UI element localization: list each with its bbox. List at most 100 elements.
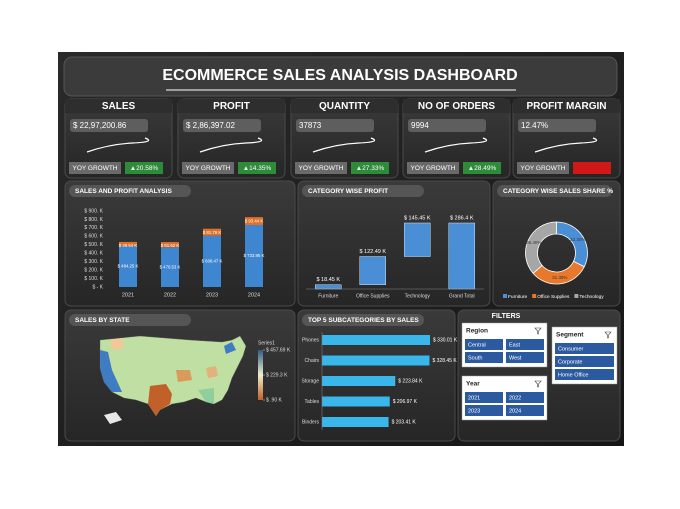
x-tick-label: Technology xyxy=(405,293,431,299)
x-tick-label: 2023 xyxy=(206,292,218,298)
slicer-item[interactable] xyxy=(506,339,544,350)
slicer-item[interactable] xyxy=(465,405,503,416)
panel-title: SALES AND PROFIT ANALYSIS xyxy=(75,188,172,195)
slice-label: 31.30% xyxy=(552,275,567,280)
slicer-item[interactable] xyxy=(506,352,544,363)
legend-label: Office Supplies xyxy=(537,294,570,300)
panel xyxy=(297,180,491,307)
growth-box xyxy=(463,162,501,174)
donut-slice xyxy=(525,221,557,274)
growth-box xyxy=(573,162,611,174)
x-tick-label: Grand Total xyxy=(449,293,475,299)
slicer-item-label: Central xyxy=(468,342,486,348)
panel-header xyxy=(302,314,424,326)
x-tick-label: 2022 xyxy=(164,292,176,298)
slicer-icon xyxy=(534,380,542,388)
slicer-item[interactable] xyxy=(506,392,544,403)
growth-value: ▲28.49% xyxy=(468,165,497,172)
bar-value-label: $ 93.44 K xyxy=(245,218,264,223)
slicer-item[interactable] xyxy=(555,343,614,354)
panel-header xyxy=(69,314,191,326)
kpi-value: $ 22,97,200.86 xyxy=(73,121,127,130)
kpi-label: QUANTITY xyxy=(319,101,370,112)
legend-swatch xyxy=(574,294,579,298)
panel-header xyxy=(69,185,191,197)
slicer-item[interactable] xyxy=(555,369,614,380)
bar-value-label: $ 49.54 K xyxy=(119,243,138,248)
growth-label: YOY GROWTH xyxy=(298,165,343,172)
panel-title: TOP 5 SUBCATEGORIES BY SALES xyxy=(308,317,419,324)
panel-header xyxy=(302,185,424,197)
growth-box xyxy=(238,162,276,174)
bar-value-label: $ 145.45 K xyxy=(404,215,431,221)
kpi-label: PROFIT xyxy=(213,101,250,112)
growth-label: YOY GROWTH xyxy=(520,165,565,172)
growth-value: ▲27.33% xyxy=(356,165,385,172)
panel-title: CATEGORY WISE SALES SHARE % xyxy=(503,188,613,195)
legend-label: Furniture xyxy=(508,294,528,300)
kpi-label: NO OF ORDERS xyxy=(418,101,496,112)
bar-value-label: $ 203.41 K xyxy=(392,419,417,425)
slicer-item[interactable] xyxy=(465,352,503,363)
color-scale-label: $ 229.3 K xyxy=(266,372,288,378)
us-map xyxy=(99,335,247,424)
x-tick-label: 2021 xyxy=(122,292,134,298)
bar xyxy=(322,355,430,366)
x-tick-label: Office Supplies xyxy=(356,293,390,299)
growth-box xyxy=(125,162,163,174)
bar-value-label: $ 61.62 K xyxy=(161,243,180,248)
kpi-header xyxy=(403,99,510,113)
kpi-label: SALES xyxy=(102,101,136,112)
panel-header xyxy=(497,185,612,197)
bar-value-label: $ 122.49 K xyxy=(359,249,386,255)
slicer-item[interactable] xyxy=(506,405,544,416)
y-tick-label: $ - K xyxy=(92,284,103,290)
bar-value-label: $ 733.95 K xyxy=(244,253,265,258)
sparkline xyxy=(199,137,263,153)
x-tick-label: 2024 xyxy=(248,292,260,298)
slicer-title: Segment xyxy=(556,332,584,339)
bar xyxy=(322,417,389,427)
y-tick-label: Binders xyxy=(302,419,319,425)
slicer-item-label: East xyxy=(509,342,520,348)
y-tick-label: $ 800. K xyxy=(84,217,103,223)
sparkline xyxy=(86,137,150,153)
growth-value: ▲20.58% xyxy=(130,165,159,172)
bar-value-label: $ 18.45 K xyxy=(316,277,340,283)
y-tick-label: $ 600. K xyxy=(84,234,103,240)
sparkline xyxy=(534,137,598,153)
waterfall-bar xyxy=(448,222,475,290)
growth-label: YOY GROWTH xyxy=(410,165,455,172)
slicer-item-label: 2022 xyxy=(509,395,521,401)
growth-label-box xyxy=(295,162,347,174)
slicer-item-label: Corporate xyxy=(558,359,582,365)
kpi-label: PROFIT MARGIN xyxy=(527,101,607,112)
slicer-item[interactable] xyxy=(555,356,614,367)
growth-label-box xyxy=(407,162,459,174)
bar-segment xyxy=(119,246,137,287)
panel-title: CATEGORY WISE PROFIT xyxy=(308,188,388,195)
kpi-value: 37873 xyxy=(299,121,322,130)
bar-value-label: $ 81.79 K xyxy=(203,230,222,235)
bar-value-label: $ 484.25 K xyxy=(118,264,139,269)
legend-label: Technology xyxy=(579,294,604,300)
bar-value-label: $ 330.01 K xyxy=(433,337,458,343)
kpi-value-box xyxy=(296,119,374,132)
growth-value: ▲14.35% xyxy=(243,165,272,172)
y-tick-label: $ 400. K xyxy=(84,251,103,257)
kpi-value-box xyxy=(518,119,596,132)
bar-segment xyxy=(161,247,179,287)
y-tick-label: Storage xyxy=(301,378,319,384)
slice-label: 36.40% xyxy=(526,240,541,245)
bar xyxy=(322,335,430,345)
kpi-header xyxy=(291,99,398,113)
growth-label: YOY GROWTH xyxy=(185,165,230,172)
slicer-item[interactable] xyxy=(465,339,503,350)
bar-value-label: $ 223.84 K xyxy=(398,378,423,384)
y-tick-label: $ 500. K xyxy=(84,242,103,248)
growth-label-box xyxy=(517,162,569,174)
sparkline xyxy=(312,137,376,153)
slicer-item[interactable] xyxy=(465,392,503,403)
slicer-item-label: Consumer xyxy=(558,346,584,352)
slicer-item-label: South xyxy=(468,355,482,361)
